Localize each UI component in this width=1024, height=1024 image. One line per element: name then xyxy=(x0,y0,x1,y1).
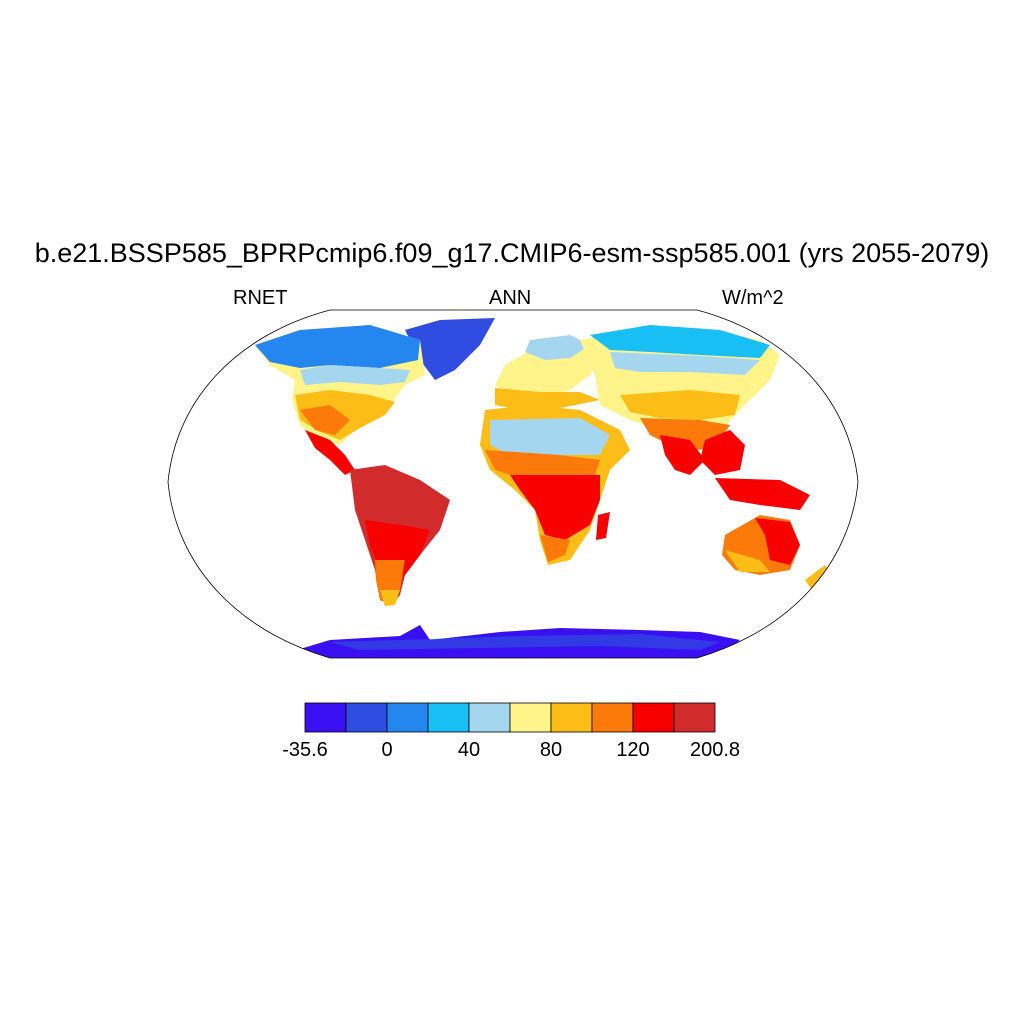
map-boundary xyxy=(167,309,859,659)
colorbar-tick-label: 120 xyxy=(616,739,650,761)
colorbar-swatch xyxy=(591,702,634,733)
new-zealand-region xyxy=(805,565,830,590)
central-america-region xyxy=(305,430,355,475)
colorbar-swatch xyxy=(509,702,552,733)
madagascar-region xyxy=(596,512,610,540)
greenland-region xyxy=(405,318,495,380)
colorbar-swatch xyxy=(550,702,593,733)
plot-title: b.e21.BSSP585_BPRPcmip6.f09_g17.CMIP6-es… xyxy=(34,238,990,268)
colorbar-swatch xyxy=(427,702,470,733)
colorbar-tick-label: 80 xyxy=(539,739,563,761)
colorbar-swatch xyxy=(673,702,716,733)
colorbar-swatch xyxy=(468,702,511,733)
variable-label: RNET xyxy=(233,287,288,309)
colorbar xyxy=(304,702,716,733)
colorbar-tick-label: 200.8 xyxy=(689,739,741,761)
colorbar-swatch xyxy=(345,702,388,733)
colorbar-tick-label: -35.6 xyxy=(282,739,328,761)
colorbar-swatch xyxy=(386,702,429,733)
colorbar-tick-label: 0 xyxy=(381,739,393,761)
maritime-continent-region xyxy=(715,478,810,510)
units-label: W/m^2 xyxy=(722,287,784,309)
colorbar-swatch xyxy=(632,702,675,733)
season-label: ANN xyxy=(489,287,532,309)
colorbar-swatch xyxy=(304,702,347,733)
land-regions xyxy=(255,318,830,658)
colorbar-tick-label: 40 xyxy=(457,739,481,761)
